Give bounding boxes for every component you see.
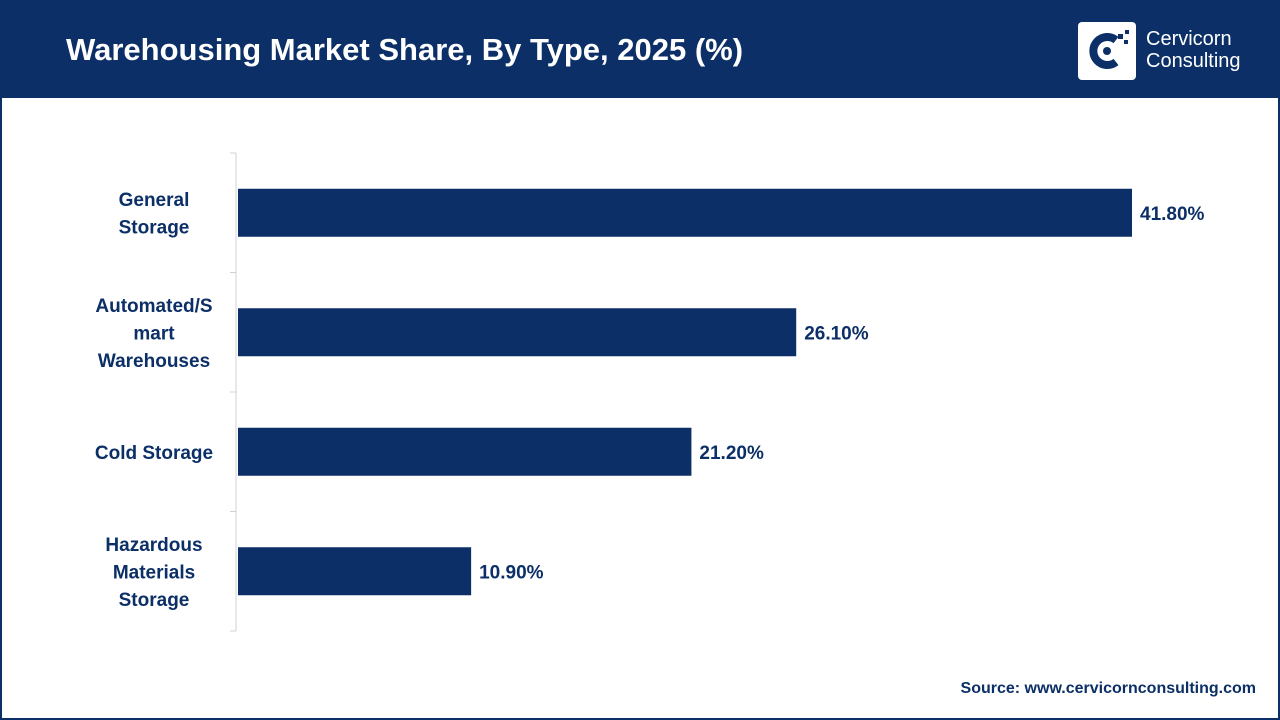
company-logo: Cervicorn Consulting (1078, 22, 1258, 80)
bar (238, 308, 797, 357)
data-label: 21.20% (699, 443, 764, 464)
bar (238, 188, 1132, 237)
logo-icon (1078, 22, 1136, 80)
data-label: 41.80% (1140, 204, 1205, 225)
source-note: Source: www.cervicornconsulting.com (960, 680, 1256, 697)
category-label: General Storage (119, 190, 190, 239)
bar-chart: 41.80% General Storage 26.10% Automated/S mar… (95, 152, 1205, 632)
bar (238, 427, 692, 476)
logo-line-2: Consulting (1146, 50, 1241, 72)
data-label: 26.10% (804, 323, 869, 344)
data-label: 10.90% (479, 562, 544, 583)
category-label: Hazardous Materials Storage (105, 535, 202, 611)
logo-line-1: Cervicorn (1146, 28, 1232, 50)
logo-text: Cervicorn Consulting (1146, 28, 1241, 72)
category-label: Cold Storage (95, 443, 213, 464)
category-label: Automated/S mart Warehouses (95, 296, 212, 372)
bar (238, 547, 472, 596)
header-bar: Warehousing Market Share, By Type, 2025 … (2, 2, 1278, 98)
chart-title: Warehousing Market Share, By Type, 2025 … (66, 32, 744, 67)
